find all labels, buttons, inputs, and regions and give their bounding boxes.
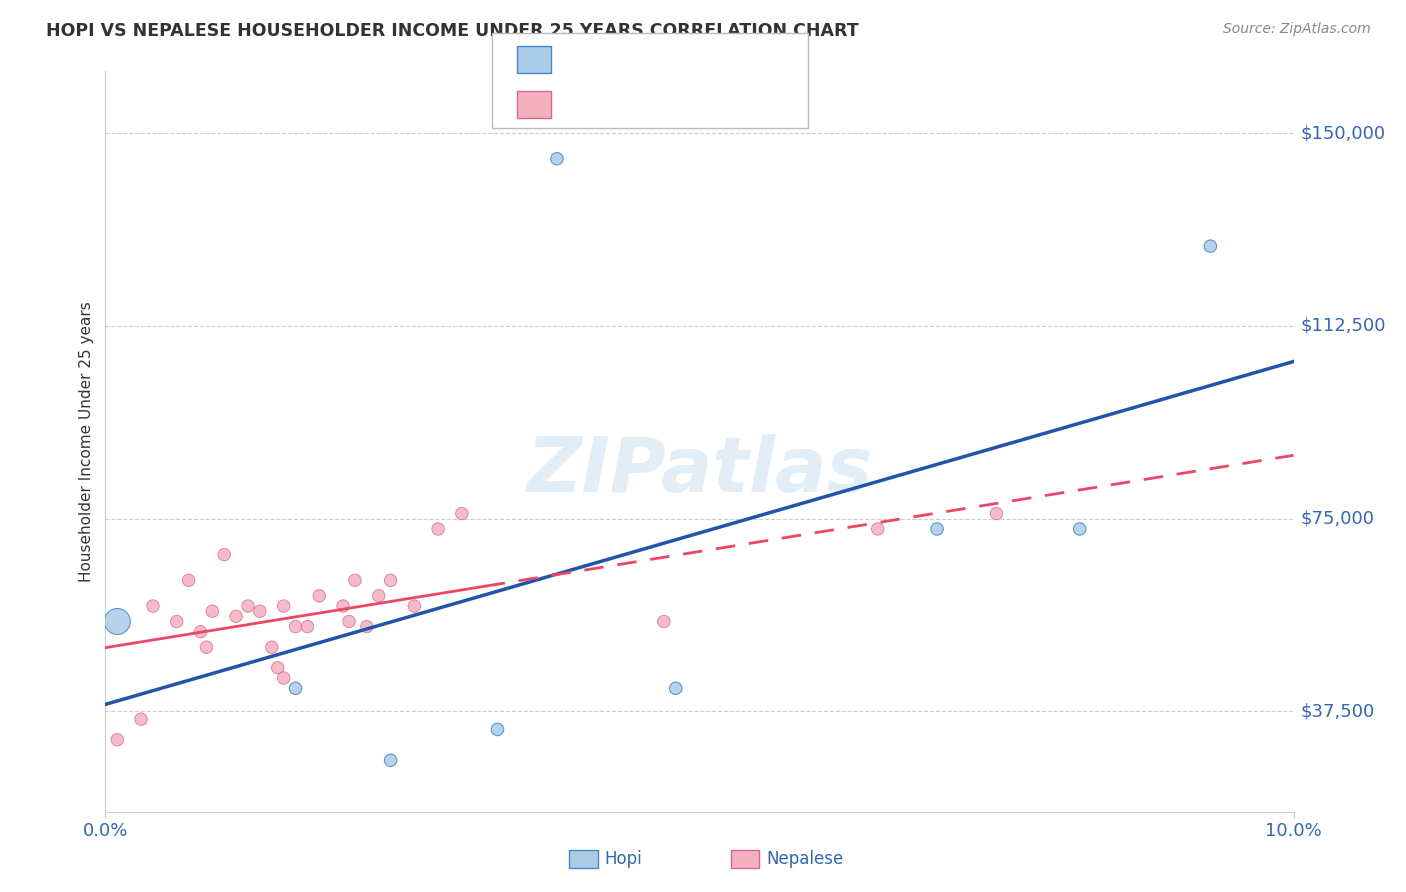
Point bbox=[308, 589, 330, 603]
Point bbox=[177, 574, 200, 588]
Point bbox=[273, 599, 295, 613]
Point bbox=[866, 522, 889, 536]
Point bbox=[284, 681, 307, 696]
Point bbox=[166, 615, 188, 629]
Point bbox=[332, 599, 354, 613]
Text: $150,000: $150,000 bbox=[1301, 124, 1386, 142]
Point bbox=[105, 732, 128, 747]
Point bbox=[380, 574, 402, 588]
Point bbox=[249, 604, 271, 618]
Text: N =: N = bbox=[666, 95, 710, 114]
Point bbox=[404, 599, 426, 613]
Text: $37,500: $37,500 bbox=[1301, 703, 1375, 721]
Text: N =: N = bbox=[666, 50, 710, 70]
Point bbox=[652, 615, 675, 629]
Text: 9: 9 bbox=[704, 50, 717, 70]
Text: HOPI VS NEPALESE HOUSEHOLDER INCOME UNDER 25 YEARS CORRELATION CHART: HOPI VS NEPALESE HOUSEHOLDER INCOME UNDE… bbox=[46, 22, 859, 40]
Point bbox=[1069, 522, 1091, 536]
Text: 0.484: 0.484 bbox=[606, 50, 662, 70]
Point bbox=[190, 624, 212, 639]
Text: 31: 31 bbox=[704, 95, 730, 114]
Text: $75,000: $75,000 bbox=[1301, 509, 1375, 528]
Point bbox=[225, 609, 247, 624]
Point bbox=[356, 619, 378, 633]
Point bbox=[450, 507, 472, 521]
Point bbox=[297, 619, 319, 633]
Point bbox=[195, 640, 218, 655]
Point bbox=[284, 619, 307, 633]
Point bbox=[546, 152, 568, 166]
Point bbox=[380, 753, 402, 767]
Point bbox=[267, 661, 290, 675]
Point bbox=[260, 640, 283, 655]
Point bbox=[105, 615, 128, 629]
Text: ZIPatlas: ZIPatlas bbox=[526, 434, 873, 508]
Text: Source: ZipAtlas.com: Source: ZipAtlas.com bbox=[1223, 22, 1371, 37]
Text: Nepalese: Nepalese bbox=[766, 850, 844, 868]
Point bbox=[427, 522, 450, 536]
Point bbox=[986, 507, 1008, 521]
Text: Hopi: Hopi bbox=[605, 850, 643, 868]
Point bbox=[214, 548, 236, 562]
Point bbox=[367, 589, 389, 603]
Text: R =: R = bbox=[564, 95, 606, 114]
Point bbox=[129, 712, 152, 726]
Point bbox=[201, 604, 224, 618]
Point bbox=[343, 574, 366, 588]
Point bbox=[273, 671, 295, 685]
Y-axis label: Householder Income Under 25 years: Householder Income Under 25 years bbox=[79, 301, 94, 582]
Text: R =: R = bbox=[564, 50, 606, 70]
Text: $112,500: $112,500 bbox=[1301, 317, 1386, 334]
Point bbox=[927, 522, 949, 536]
Point bbox=[665, 681, 688, 696]
Point bbox=[486, 723, 509, 737]
Point bbox=[142, 599, 165, 613]
Point bbox=[337, 615, 360, 629]
Point bbox=[1199, 239, 1222, 253]
Point bbox=[236, 599, 259, 613]
Text: 0.158: 0.158 bbox=[606, 95, 662, 114]
